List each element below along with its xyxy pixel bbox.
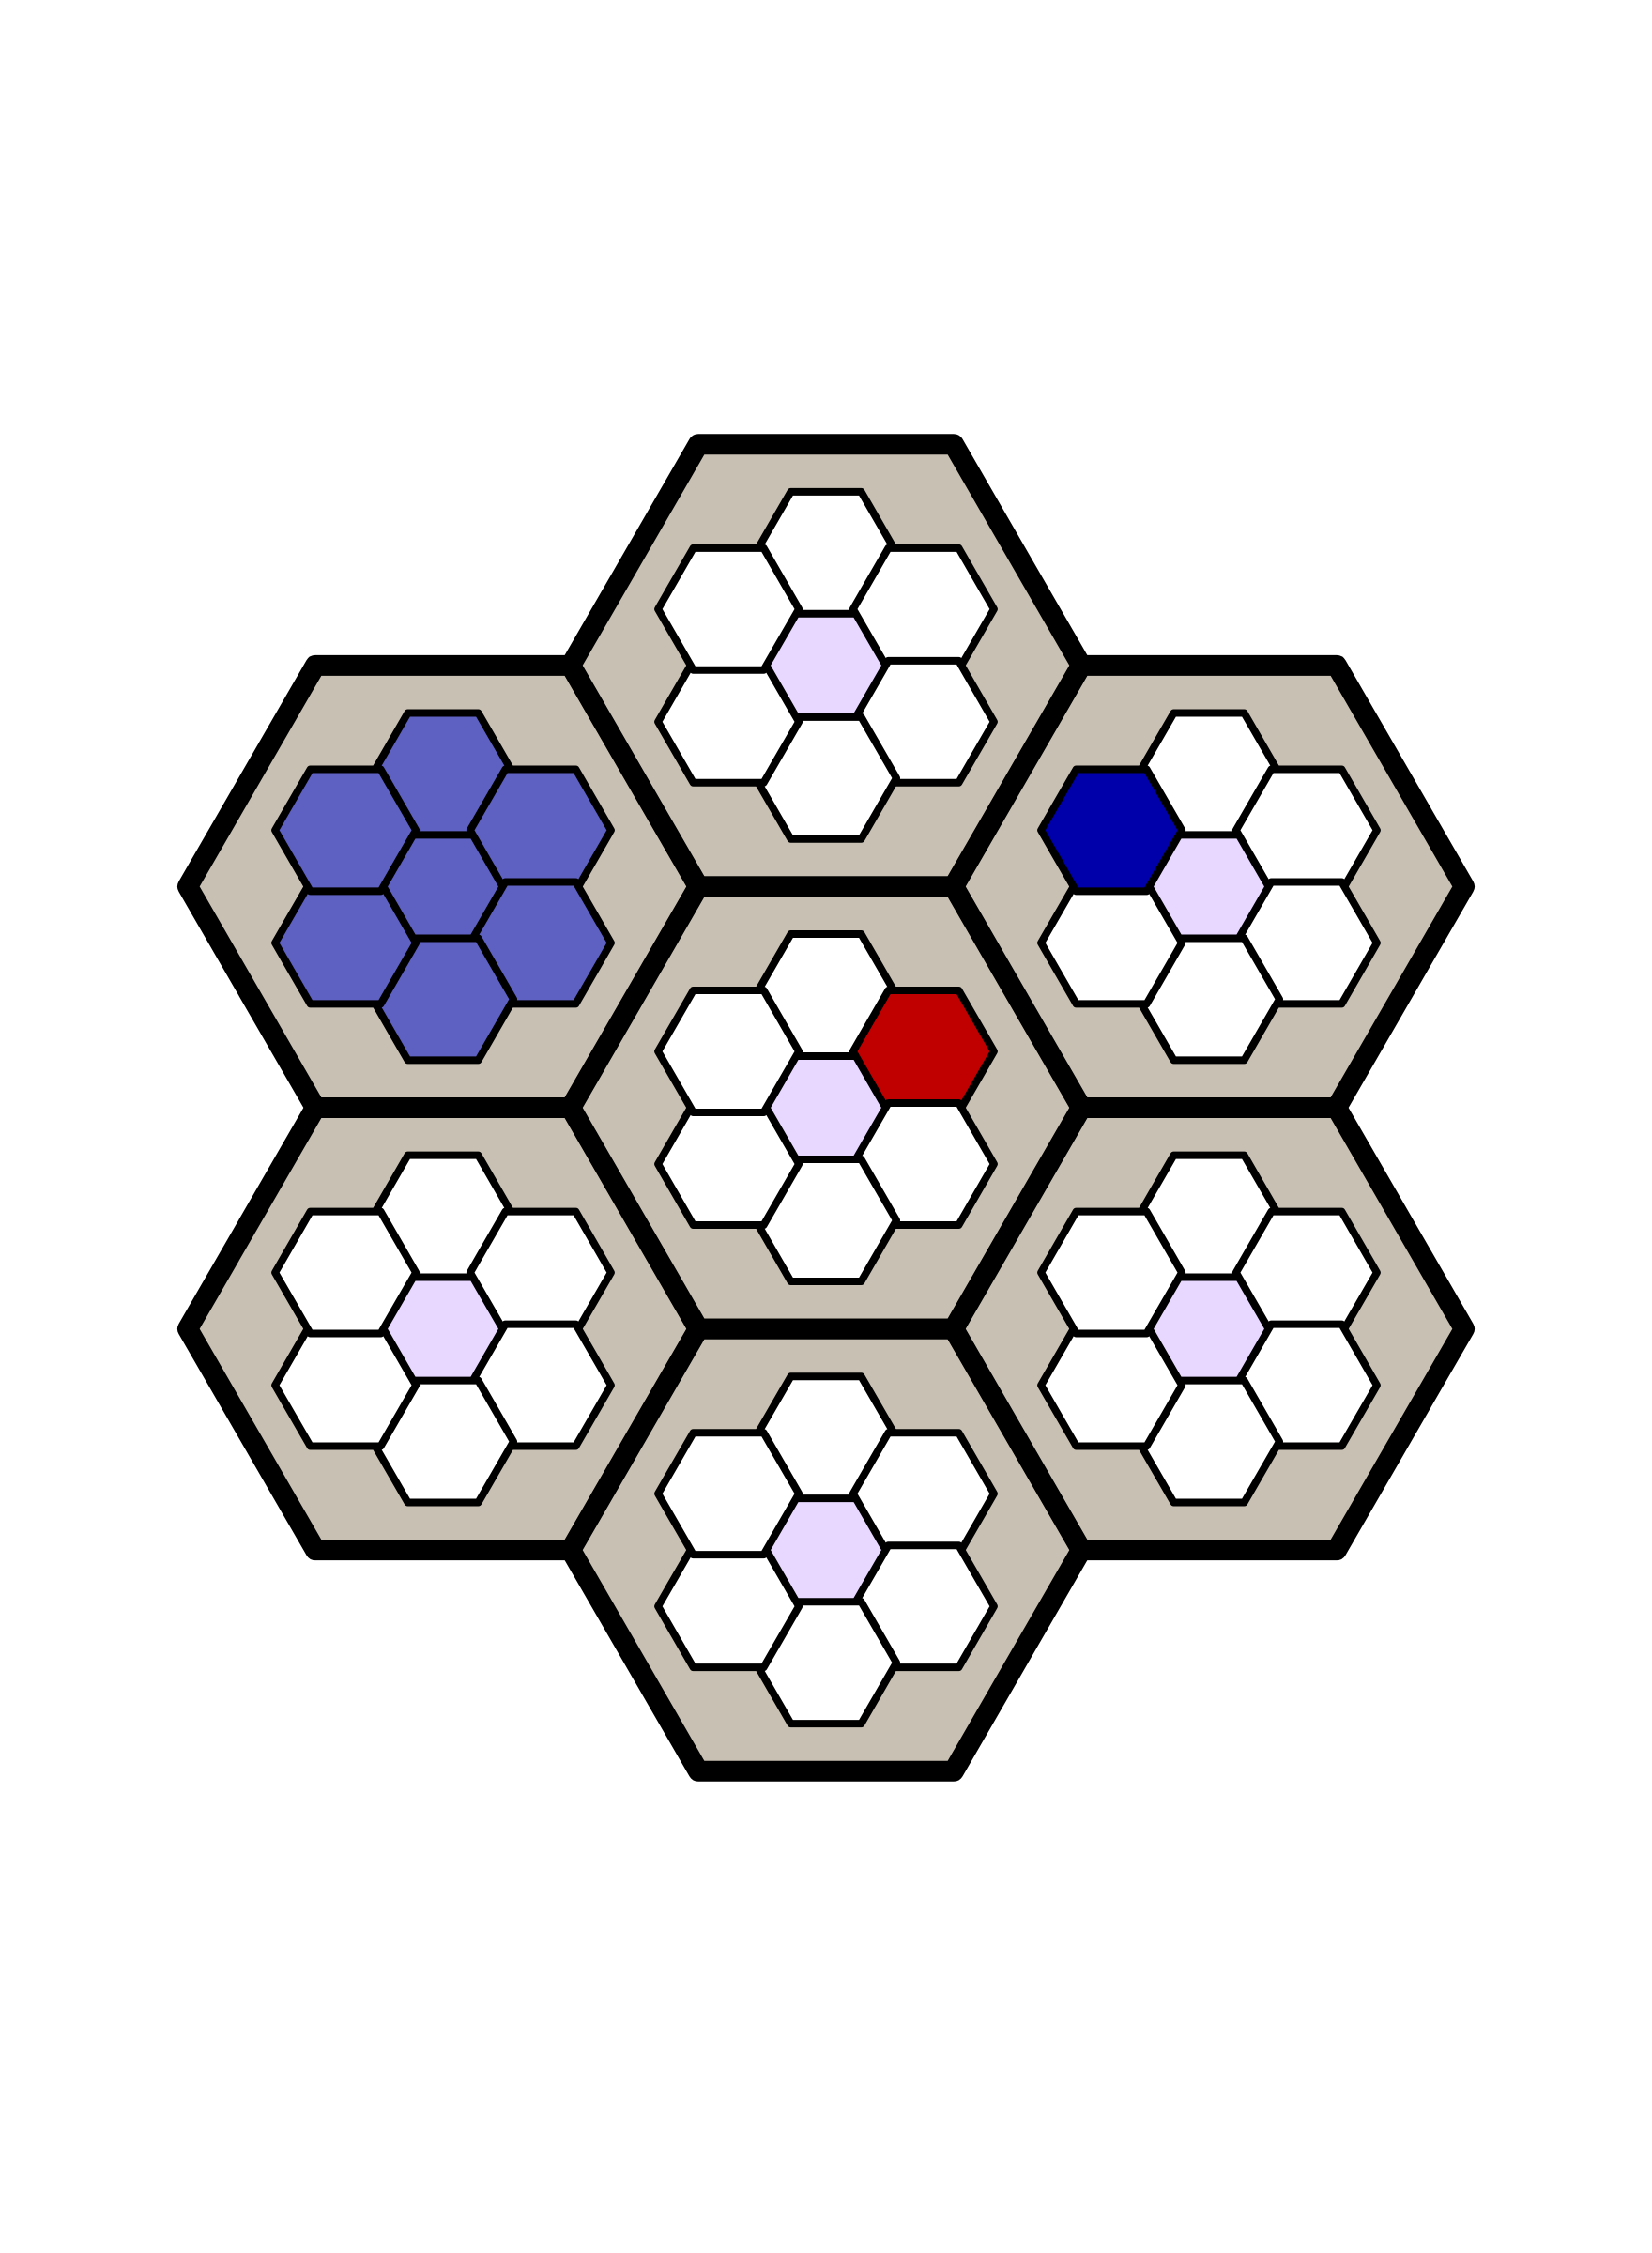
cell-upper-right-SW[interactable] — [1037, 878, 1186, 1008]
tile-bottom — [574, 1332, 1078, 1769]
tile-top — [574, 447, 1078, 883]
cell-middle-NW[interactable] — [654, 987, 803, 1116]
tile-upper-left — [191, 668, 695, 1105]
tile-upper-right — [957, 668, 1461, 1105]
cell-top-SW[interactable] — [654, 656, 803, 787]
tile-frame-bottom — [560, 1318, 1092, 1782]
cell-upper-left-NW[interactable] — [271, 765, 421, 896]
cell-lower-left-NW[interactable] — [271, 1207, 421, 1338]
tile-lower-right — [957, 1111, 1461, 1547]
cell-middle-SW[interactable] — [654, 1099, 803, 1229]
tile-lower-left — [191, 1111, 695, 1547]
cell-lower-right-NW[interactable] — [1037, 1207, 1186, 1338]
cell-lower-right-NE[interactable] — [1231, 1207, 1381, 1338]
cell-bottom-NW[interactable] — [654, 1429, 803, 1559]
cell-upper-right-NE[interactable] — [1231, 765, 1381, 896]
tiles-layer — [177, 434, 1475, 1782]
cell-bottom-SW[interactable] — [654, 1541, 803, 1672]
cell-lower-left-SW[interactable] — [271, 1320, 421, 1450]
cell-upper-left-SW[interactable] — [271, 878, 421, 1008]
cell-lower-right-SW[interactable] — [1037, 1320, 1186, 1450]
cell-top-NW[interactable] — [654, 544, 803, 674]
cell-upper-right-NW[interactable] — [1037, 765, 1186, 896]
cell-upper-left-NE[interactable] — [466, 765, 615, 896]
cell-bottom-NE[interactable] — [849, 1429, 998, 1559]
cell-lower-left-NE[interactable] — [466, 1207, 615, 1338]
tile-middle — [574, 889, 1078, 1326]
cell-middle-NE[interactable] — [849, 987, 998, 1116]
cell-top-NE[interactable] — [849, 544, 998, 674]
